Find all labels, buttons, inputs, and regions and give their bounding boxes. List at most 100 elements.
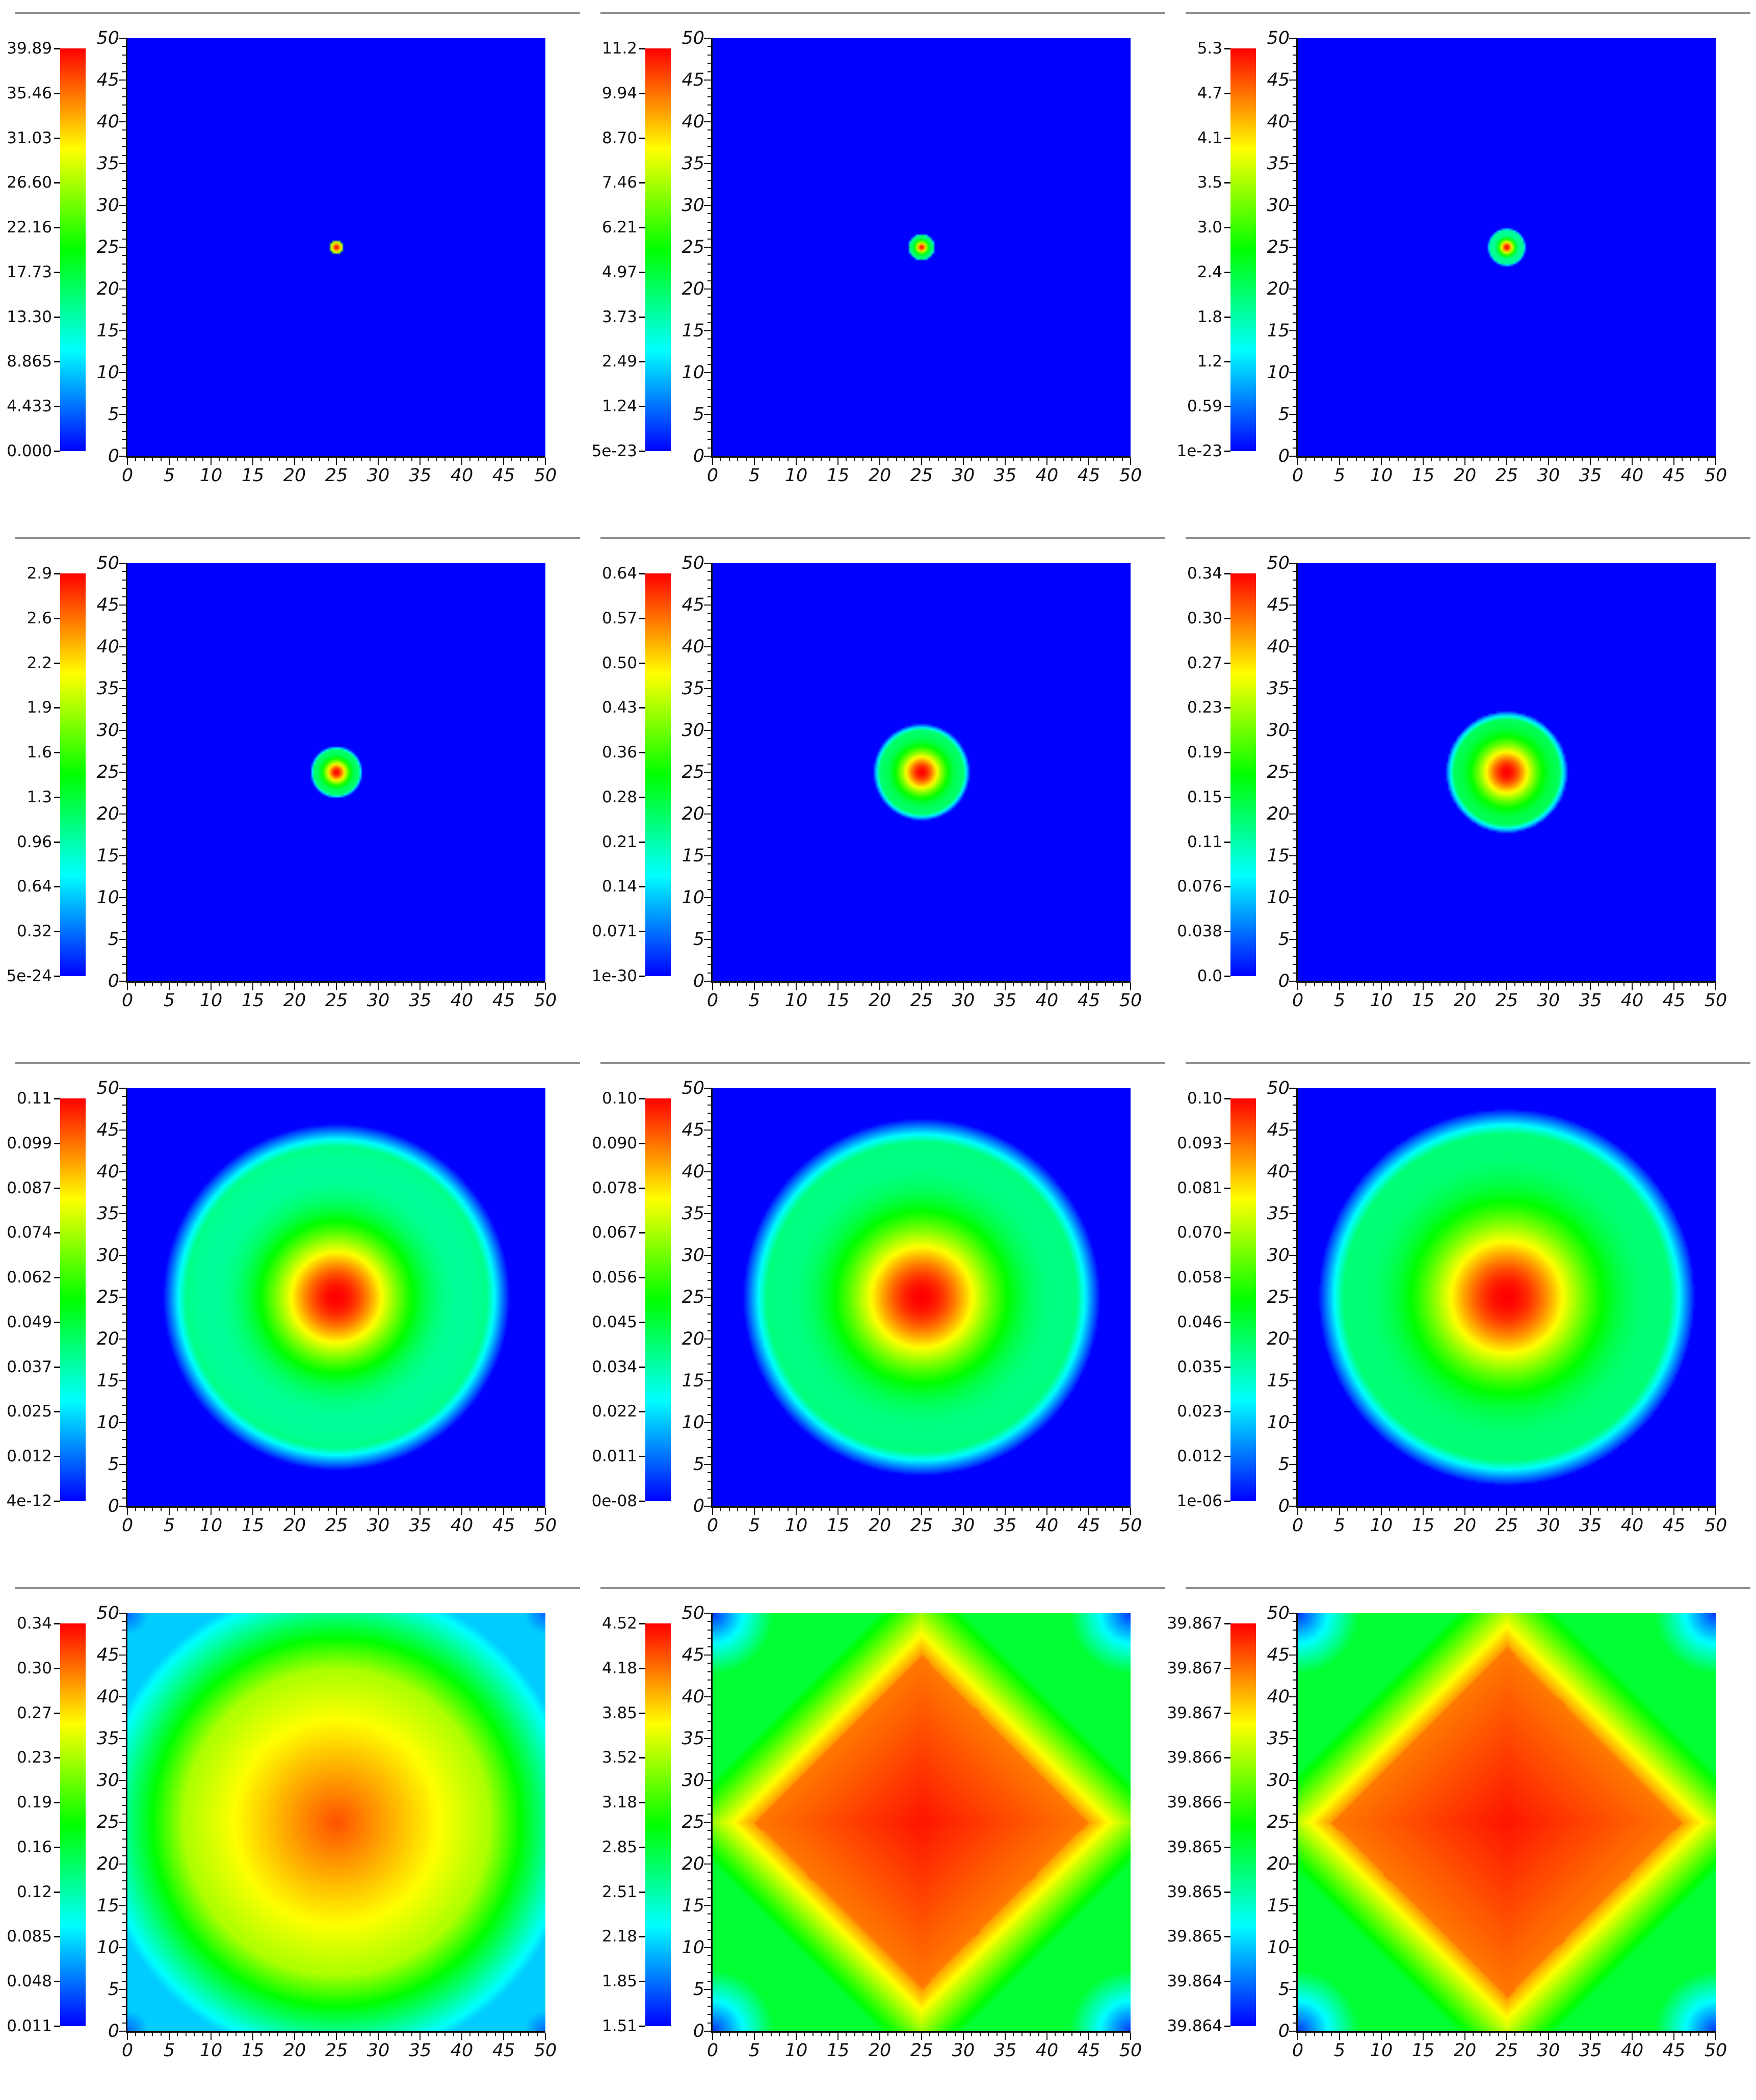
y-tick-mark xyxy=(1293,230,1296,231)
x-tick-mark xyxy=(1715,983,1716,990)
x-tick-label: 45 xyxy=(1077,465,1100,486)
y-tick-label: 25 xyxy=(96,1812,119,1832)
y-tick-mark xyxy=(707,154,711,156)
x-tick-mark xyxy=(344,1508,346,1511)
x-tick-mark xyxy=(1005,2033,1006,2040)
x-tick-mark xyxy=(1063,458,1064,461)
x-tick-mark xyxy=(1071,983,1073,986)
y-tick-label: 10 xyxy=(1267,362,1290,383)
colorbar-tick xyxy=(639,1846,645,1848)
y-tick-label: 5 xyxy=(1278,1454,1290,1475)
y-tick-mark xyxy=(1293,1347,1296,1348)
x-tick-label: 45 xyxy=(1662,990,1686,1011)
x-tick-mark xyxy=(1113,983,1115,986)
y-tick-mark xyxy=(707,1963,711,1965)
y-tick-mark xyxy=(1293,1838,1296,1840)
x-tick-mark xyxy=(444,2033,446,2036)
y-tick-mark xyxy=(707,738,711,740)
colorbar-label: 39.865 xyxy=(1167,1838,1222,1856)
x-tick-mark xyxy=(361,2033,362,2036)
colorbar-tick xyxy=(639,1936,645,1938)
x-tick-mark xyxy=(720,983,722,986)
x-tick-mark xyxy=(1690,2033,1691,2036)
y-tick-mark xyxy=(1293,1930,1296,1932)
x-tick-mark xyxy=(946,983,948,986)
x-tick-mark xyxy=(1397,1508,1399,1511)
y-tick-label: 35 xyxy=(1267,153,1290,174)
y-tick-mark xyxy=(122,830,126,831)
y-tick-mark xyxy=(1293,1271,1296,1273)
y-tick-label: 45 xyxy=(1267,595,1290,615)
colorbar-label: 0.038 xyxy=(1177,922,1222,941)
y-tick-mark xyxy=(707,947,711,949)
y-tick-label: 0 xyxy=(108,2021,119,2041)
y-tick-mark xyxy=(122,738,126,740)
y-tick-mark xyxy=(122,2005,126,2007)
x-tick-mark xyxy=(1431,2033,1432,2036)
colorbar-label: 0.025 xyxy=(7,1402,52,1421)
x-tick-mark xyxy=(937,2033,939,2036)
y-tick-mark xyxy=(707,1455,711,1457)
x-tick-mark xyxy=(1055,1508,1056,1511)
y-tick-mark xyxy=(122,805,126,806)
colorbar-label: 2.18 xyxy=(601,1927,637,1946)
x-tick-label: 0 xyxy=(1292,990,1304,1011)
x-tick-mark xyxy=(812,1508,814,1511)
x-tick-mark xyxy=(528,983,530,986)
x-tick-mark xyxy=(1364,458,1366,461)
y-tick-mark xyxy=(707,439,711,440)
x-tick-mark xyxy=(921,1508,922,1515)
y-tick-mark xyxy=(122,2014,126,2015)
x-tick-mark xyxy=(1021,2033,1023,2036)
colorbar-label: 0.27 xyxy=(16,1703,52,1722)
x-tick-mark xyxy=(1632,1508,1633,1515)
y-tick-mark xyxy=(1293,654,1296,656)
y-tick-mark xyxy=(707,1830,711,1831)
x-tick-mark xyxy=(1514,983,1516,986)
y-tick-mark xyxy=(1293,596,1296,597)
x-axis-line xyxy=(126,1506,545,1508)
x-tick-mark xyxy=(954,2033,956,2036)
y-tick-mark xyxy=(122,1805,126,1806)
y-tick-label: 35 xyxy=(682,153,704,174)
colorbar-label: 1.6 xyxy=(27,743,52,762)
x-tick-mark xyxy=(770,1508,772,1511)
x-tick-label: 50 xyxy=(1119,2040,1142,2061)
x-tick-mark xyxy=(1464,983,1465,990)
y-tick-mark xyxy=(707,964,711,965)
heatmap-panel: 2.9 2.6 2.2 1.9 1.6 1.3 0.96 0.64 0.32 5e-24 0 5 10 1… xyxy=(0,525,585,1050)
x-tick-mark xyxy=(1372,1508,1374,1511)
y-tick-mark xyxy=(1293,1313,1296,1315)
x-tick-label: 30 xyxy=(952,1515,975,1536)
x-tick-mark xyxy=(887,983,889,986)
y-tick-label: 40 xyxy=(1267,1162,1290,1182)
y-tick-mark xyxy=(1289,1506,1296,1507)
y-tick-mark xyxy=(1293,696,1296,698)
y-tick-label: 20 xyxy=(1267,1854,1290,1874)
y-tick-label: 10 xyxy=(1267,1412,1290,1433)
y-tick-mark xyxy=(119,1696,126,1697)
x-tick-label: 35 xyxy=(993,2040,1017,2061)
y-tick-mark xyxy=(704,1947,711,1948)
colorbar-tick xyxy=(1224,707,1230,709)
x-tick-mark xyxy=(1640,2033,1641,2036)
x-tick-mark xyxy=(829,1508,830,1511)
y-tick-mark xyxy=(1289,414,1296,415)
x-tick-mark xyxy=(988,458,989,461)
y-tick-mark xyxy=(707,213,711,215)
x-tick-mark xyxy=(921,458,922,465)
y-tick-mark xyxy=(704,1822,711,1823)
colorbar-label: 0.093 xyxy=(1177,1134,1222,1152)
x-tick-mark xyxy=(1673,458,1674,465)
y-tick-mark xyxy=(122,430,126,432)
y-tick-mark xyxy=(1293,629,1296,631)
y-tick-mark xyxy=(122,230,126,231)
x-tick-mark xyxy=(1481,2033,1482,2036)
x-tick-mark xyxy=(511,983,513,986)
colorbar-tick xyxy=(1224,841,1230,843)
y-tick-mark xyxy=(119,205,126,206)
colorbar-label: 0.085 xyxy=(7,1927,52,1946)
heatmap-canvas xyxy=(1298,563,1716,981)
y-tick-mark xyxy=(707,188,711,190)
y-tick-mark xyxy=(122,2022,126,2024)
